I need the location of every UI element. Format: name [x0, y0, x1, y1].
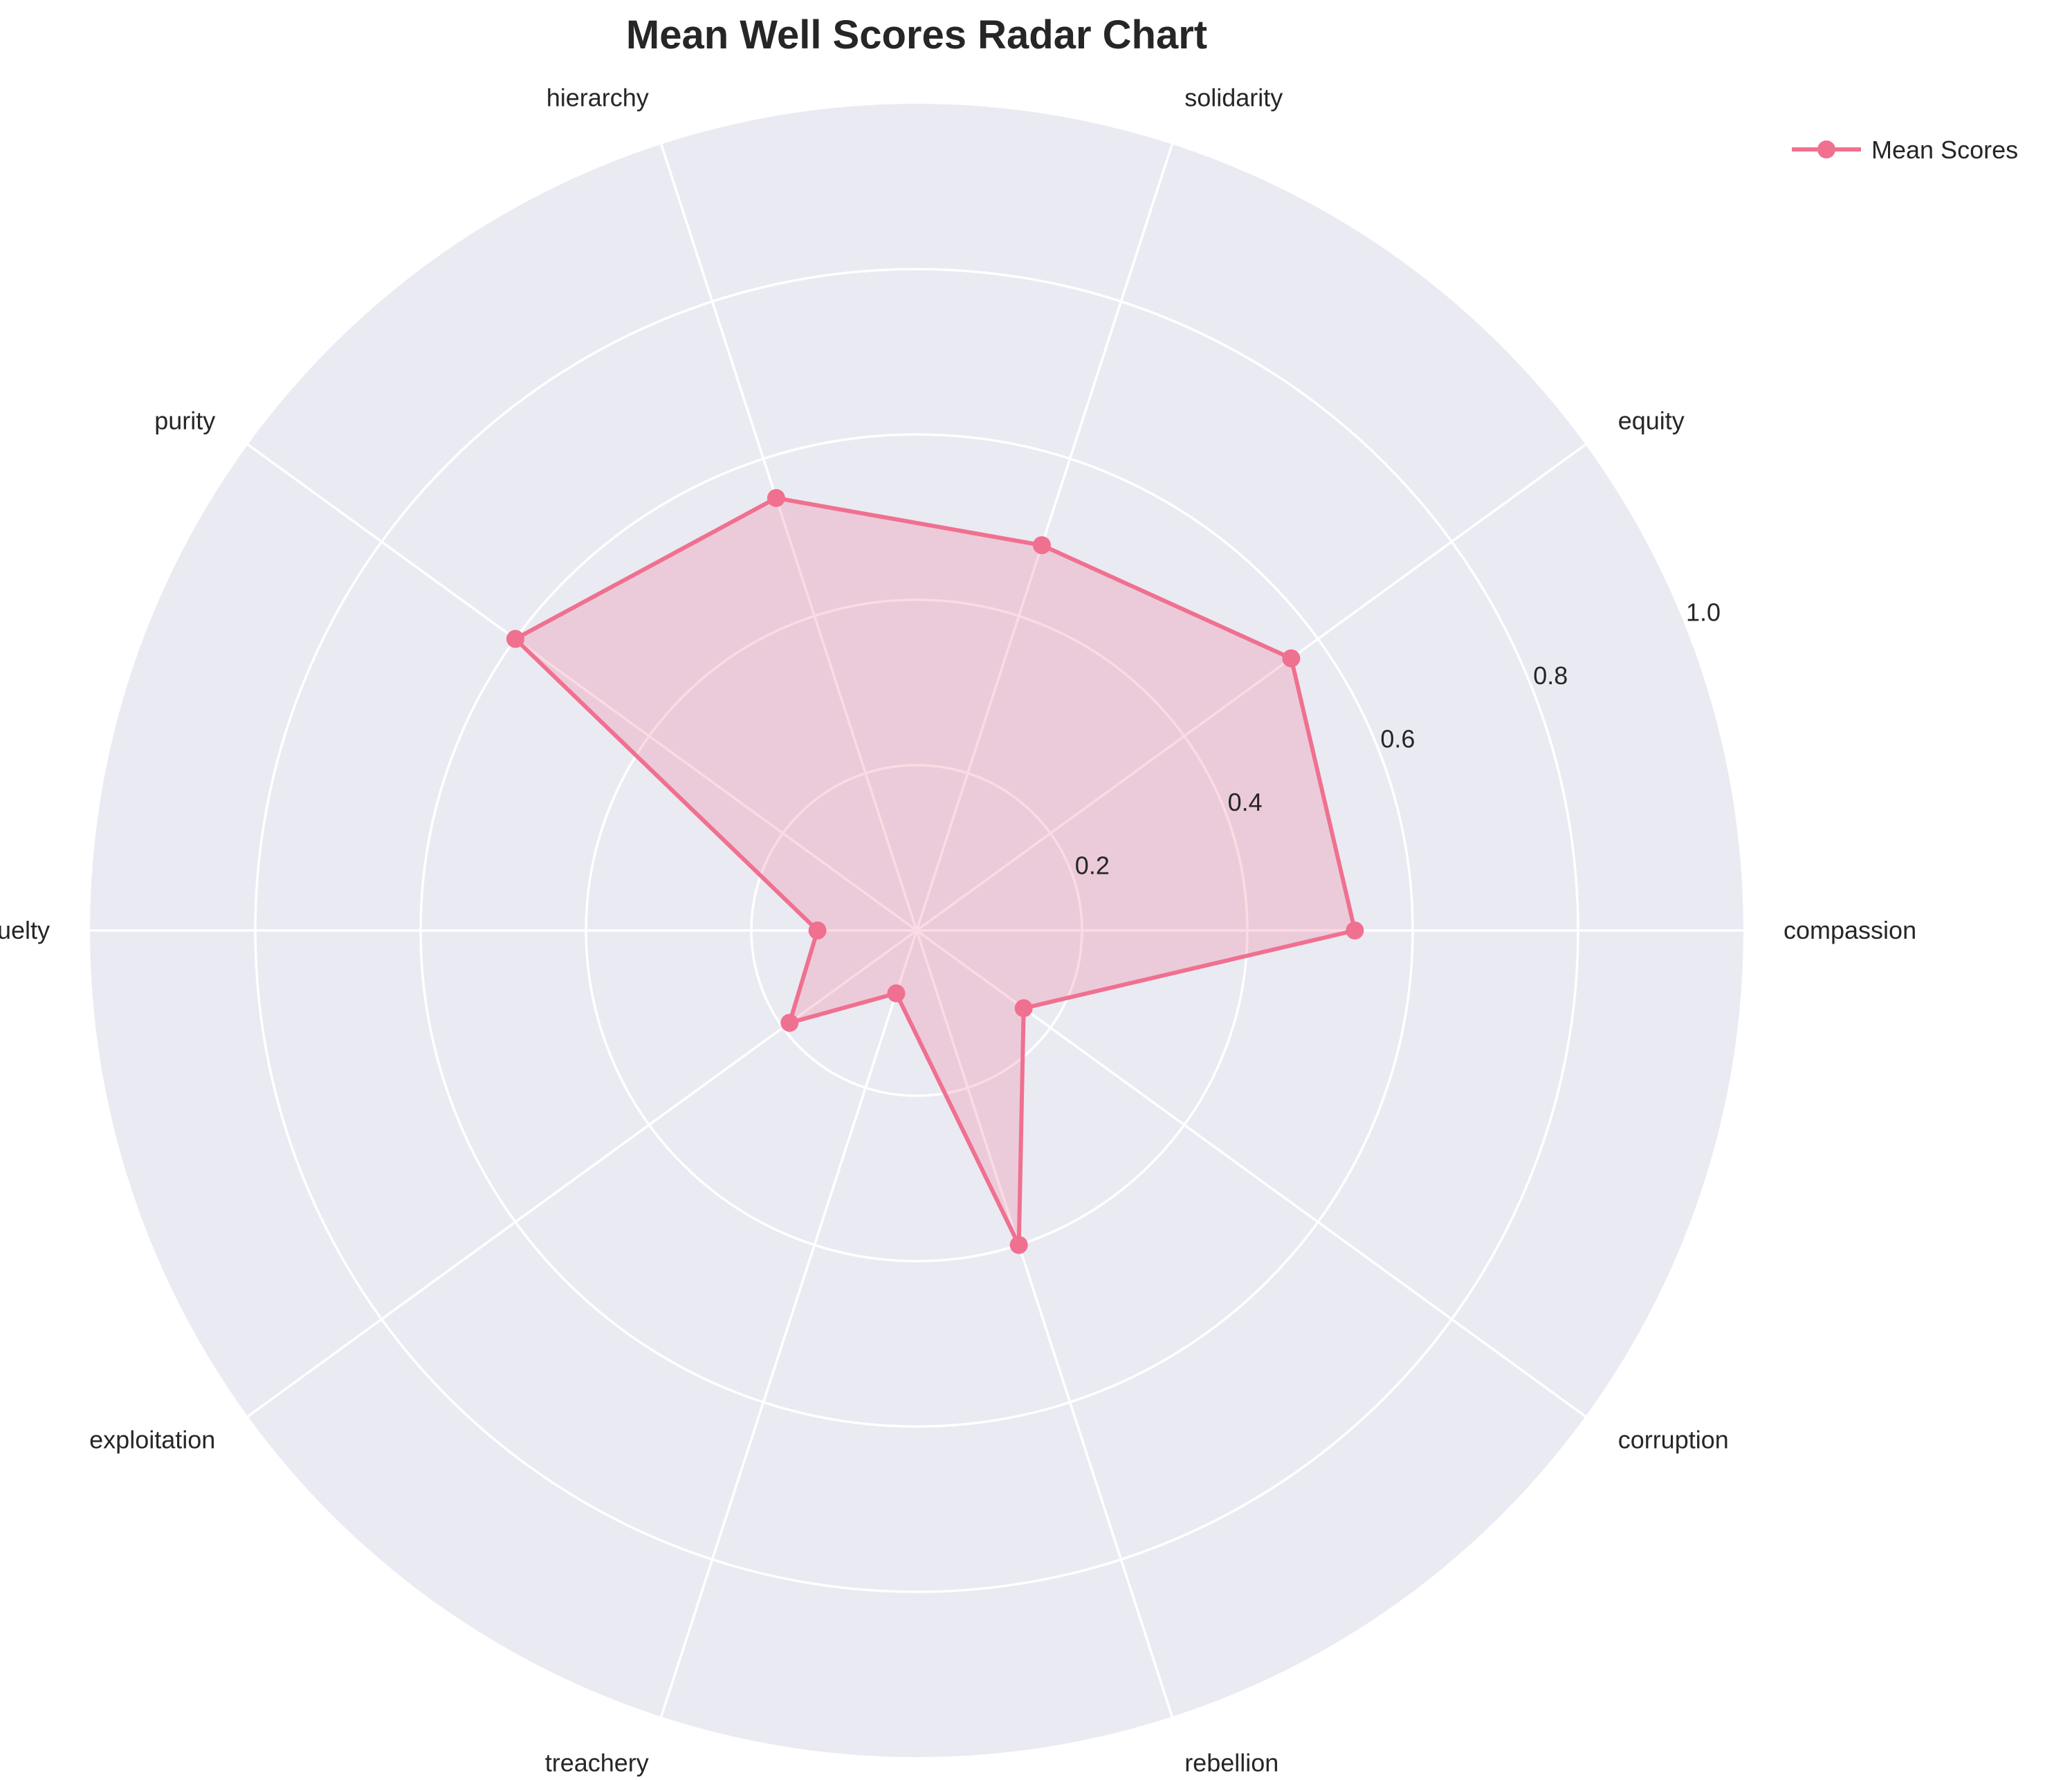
grid-spoke-7 — [660, 930, 918, 1718]
grid-spoke-8 — [915, 930, 1173, 1718]
series-fill-area — [515, 497, 1355, 1245]
radial-tick-label-3: 0.8 — [1533, 661, 1568, 690]
radial-tick-labels: 0.2 0.4 0.6 0.8 1.0 — [1075, 598, 1721, 880]
radial-tick-label-2: 0.6 — [1380, 725, 1415, 753]
point-compassion — [1346, 921, 1364, 939]
point-corruption — [1014, 999, 1033, 1018]
category-label-solidarity: solidarity — [1184, 83, 1283, 111]
point-purity — [506, 630, 524, 648]
point-cruelty — [808, 921, 827, 939]
category-label-exploitation: exploitation — [89, 1426, 215, 1454]
category-label-compassion: compassion — [1784, 916, 1916, 944]
point-equity — [1282, 649, 1301, 668]
point-treachery — [887, 984, 906, 1002]
category-label-treachery: treachery — [545, 1749, 649, 1777]
radial-tick-label-4: 1.0 — [1686, 598, 1721, 627]
point-exploitation — [780, 1013, 799, 1032]
point-hierarchy — [767, 488, 785, 507]
point-rebellion — [1009, 1236, 1028, 1254]
grid-spoke-4 — [247, 443, 918, 932]
chart-title: Mean Well Scores Radar Chart — [626, 12, 1207, 57]
grid-spoke-3 — [660, 143, 918, 931]
grid-spoke-6 — [247, 929, 918, 1417]
legend-label: Mean Scores — [1871, 136, 2018, 164]
category-label-hierarchy: hierarchy — [547, 83, 649, 111]
point-solidarity — [1032, 536, 1051, 555]
angular-grid — [90, 143, 1743, 1718]
radial-tick-label-1: 0.4 — [1228, 788, 1263, 816]
legend: Mean Scores — [1792, 136, 2018, 164]
grid-spoke-1 — [915, 443, 1586, 932]
category-label-equity: equity — [1618, 407, 1685, 435]
radial-tick-label-0: 0.2 — [1075, 852, 1110, 880]
category-labels: compassion equity solidarity hierarchy purit… — [0, 83, 1916, 1777]
category-label-corruption: corruption — [1618, 1426, 1729, 1454]
category-label-cruelty: cruelty — [0, 916, 50, 944]
series-points — [506, 488, 1364, 1254]
legend-point-marker — [1817, 140, 1835, 158]
polar-axes: compassion equity solidarity hierarchy purit… — [0, 83, 1916, 1777]
category-label-rebellion: rebellion — [1184, 1749, 1278, 1777]
category-label-purity: purity — [154, 407, 215, 435]
